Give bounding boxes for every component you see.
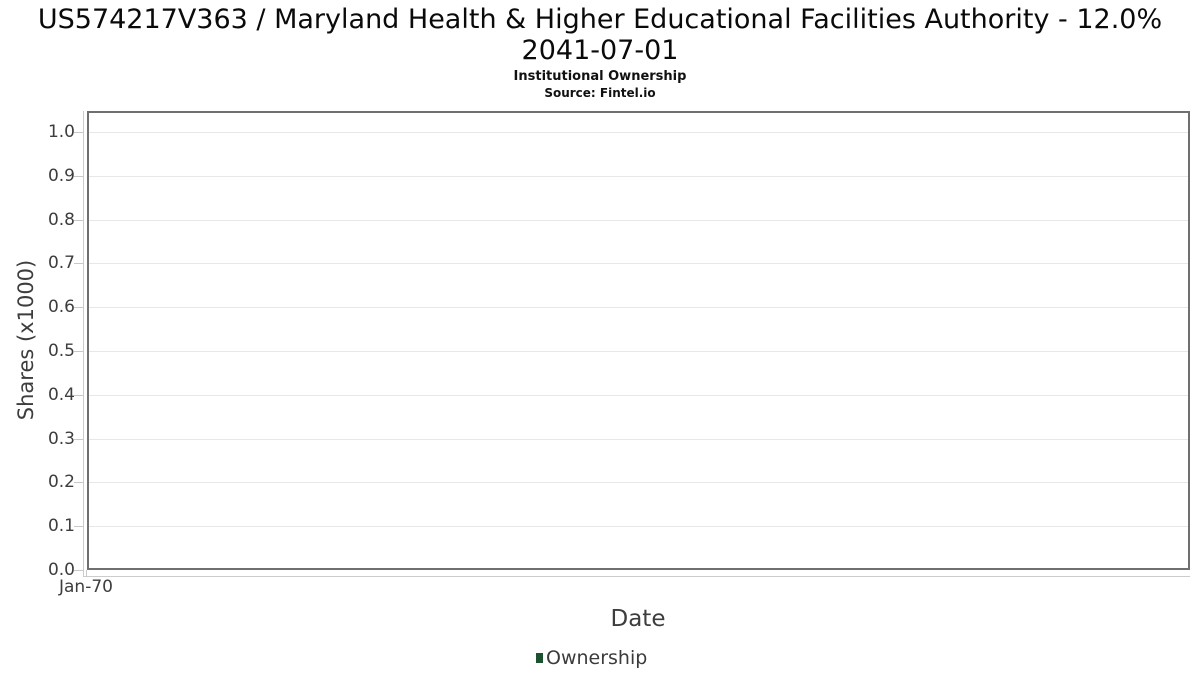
y-axis-tick-mark	[74, 307, 83, 309]
y-tick-label: 0.8	[47, 209, 75, 230]
x-axis-tick-mark	[86, 570, 87, 577]
x-axis-title: Date	[610, 606, 666, 632]
gridline	[89, 175, 1188, 177]
legend-swatch-icon[interactable]	[536, 653, 543, 663]
y-tick-label: 0.2	[47, 472, 75, 493]
gridline	[89, 351, 1188, 352]
y-axis-tick-mark	[74, 394, 83, 396]
y-tick-label: 0.1	[47, 516, 75, 537]
y-tick-label: 0.4	[47, 384, 75, 405]
legend: Ownership	[536, 648, 647, 668]
y-axis-tick-mark	[74, 132, 83, 133]
y-axis-tick-mark	[74, 482, 83, 484]
chart-header: US574217V363 / Maryland Health & Higher …	[0, 4, 1200, 100]
gridline	[89, 482, 1188, 484]
y-axis-tickline	[83, 111, 84, 577]
y-axis-tick-mark	[74, 438, 83, 440]
y-axis-tick-mark	[74, 219, 83, 221]
x-axis-tickline	[83, 576, 1190, 577]
y-tick-label: 1.0	[47, 122, 75, 142]
gridline	[89, 219, 1188, 221]
gridline	[89, 307, 1188, 309]
y-tick-label: 0.3	[47, 428, 75, 449]
chart-title-line-2: 2041-07-01	[521, 35, 679, 66]
y-axis-tick-mark	[74, 351, 83, 352]
y-axis-tick-mark	[74, 526, 83, 528]
y-axis-tick-mark	[74, 570, 83, 571]
gridline	[89, 526, 1188, 528]
gridline	[89, 132, 1188, 133]
x-tick-label: Jan-70	[59, 577, 113, 597]
gridline	[89, 263, 1188, 265]
legend-item-ownership[interactable]: Ownership	[546, 647, 648, 669]
plot-area	[87, 111, 1190, 570]
chart-title-line-1: US574217V363 / Maryland Health & Higher …	[37, 4, 1163, 35]
y-axis-tick-mark	[74, 175, 83, 177]
gridline	[89, 438, 1188, 440]
y-tick-label: 0.7	[47, 253, 75, 274]
gridline	[89, 394, 1188, 396]
y-tick-label: 0.6	[47, 297, 75, 318]
chart-source: Source: Fintel.io	[544, 86, 656, 100]
y-tick-label: 0.5	[47, 341, 75, 361]
chart-subtitle: Institutional Ownership	[513, 69, 687, 84]
y-tick-label: 0.9	[47, 165, 75, 186]
y-axis-tick-mark	[74, 263, 83, 265]
y-tick-label: 0.0	[47, 560, 75, 580]
